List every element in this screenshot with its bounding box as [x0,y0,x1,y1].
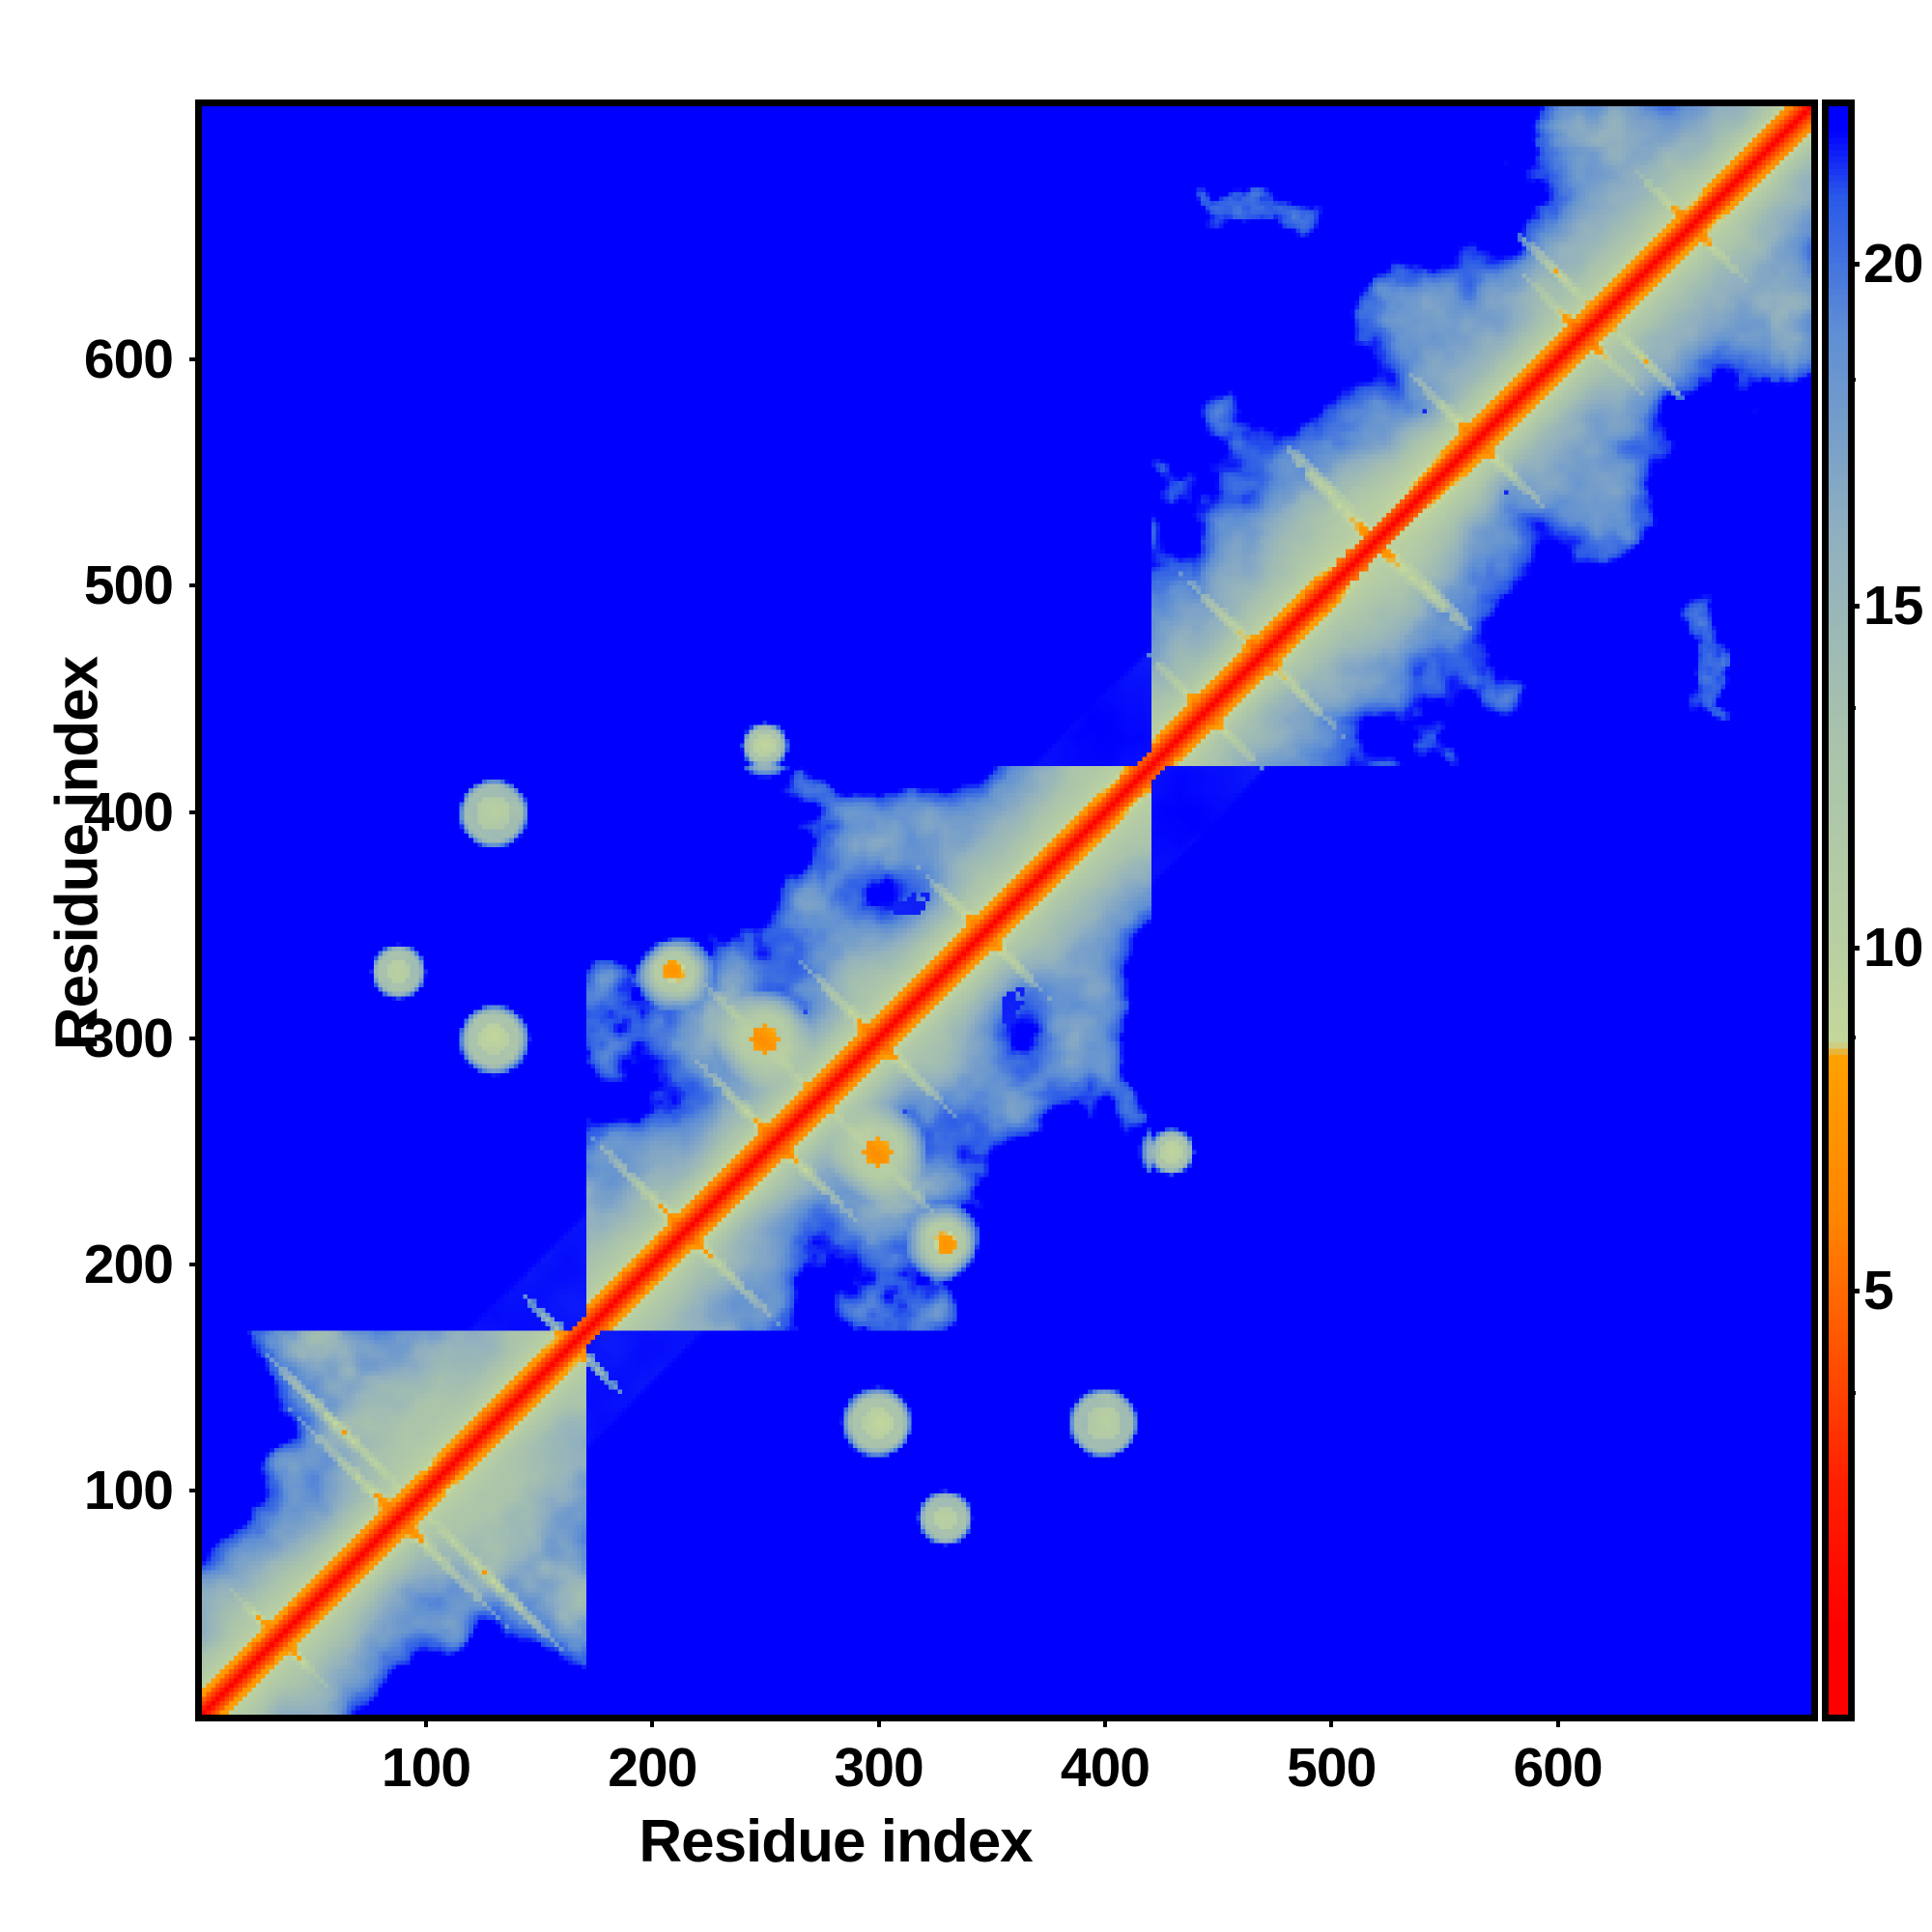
y-tick-mark [189,810,202,814]
colorbar-tick-label: 10 [1863,917,1923,980]
y-tick-mark [189,1036,202,1040]
colorbar-tick-mark [1848,604,1860,610]
x-tick-mark [1329,1715,1334,1727]
y-tick-mark [189,357,202,362]
x-tick-mark [423,1715,428,1727]
x-tick-label: 100 [381,1737,471,1799]
x-tick-label: 200 [608,1737,697,1799]
colorbar-minor-tick [1848,378,1856,383]
x-tick-label: 400 [1060,1737,1151,1799]
colorbar-tick-label: 15 [1863,575,1923,638]
colorbar-tick-mark [1848,946,1860,952]
y-axis-title: Residue index [43,656,111,1051]
x-tick-mark [1555,1715,1560,1727]
x-tick-label: 300 [834,1737,924,1799]
y-tick-label: 400 [83,781,174,843]
colorbar [1822,99,1855,1721]
y-tick-label: 100 [83,1460,174,1522]
colorbar-minor-tick [1848,1391,1856,1395]
y-tick-mark [189,583,202,588]
colorbar-tick-label: 5 [1863,1259,1894,1321]
y-tick-label: 500 [83,554,174,617]
colorbar-tick-mark [1848,1288,1860,1293]
x-axis-title-text: Residue index [639,1808,1033,1875]
heatmap-axes [195,99,1818,1721]
distance-map-heatmap [202,106,1811,1715]
x-axis-title: Residue index [0,1807,1932,1876]
y-tick-mark [189,1489,202,1493]
x-tick-label: 500 [1287,1737,1377,1799]
y-tick-mark [189,1262,202,1266]
y-tick-label: 200 [83,1233,174,1295]
x-tick-mark [650,1715,655,1727]
x-tick-mark [1102,1715,1107,1727]
y-tick-label: 300 [83,1007,174,1069]
colorbar-tick-label: 20 [1863,232,1923,295]
x-tick-label: 600 [1513,1737,1604,1799]
y-tick-label: 600 [83,328,174,391]
colorbar-minor-tick [1848,706,1856,711]
colorbar-gradient [1829,106,1848,1715]
colorbar-minor-tick [1848,1035,1856,1039]
x-tick-mark [876,1715,881,1727]
colorbar-tick-mark [1848,261,1860,267]
